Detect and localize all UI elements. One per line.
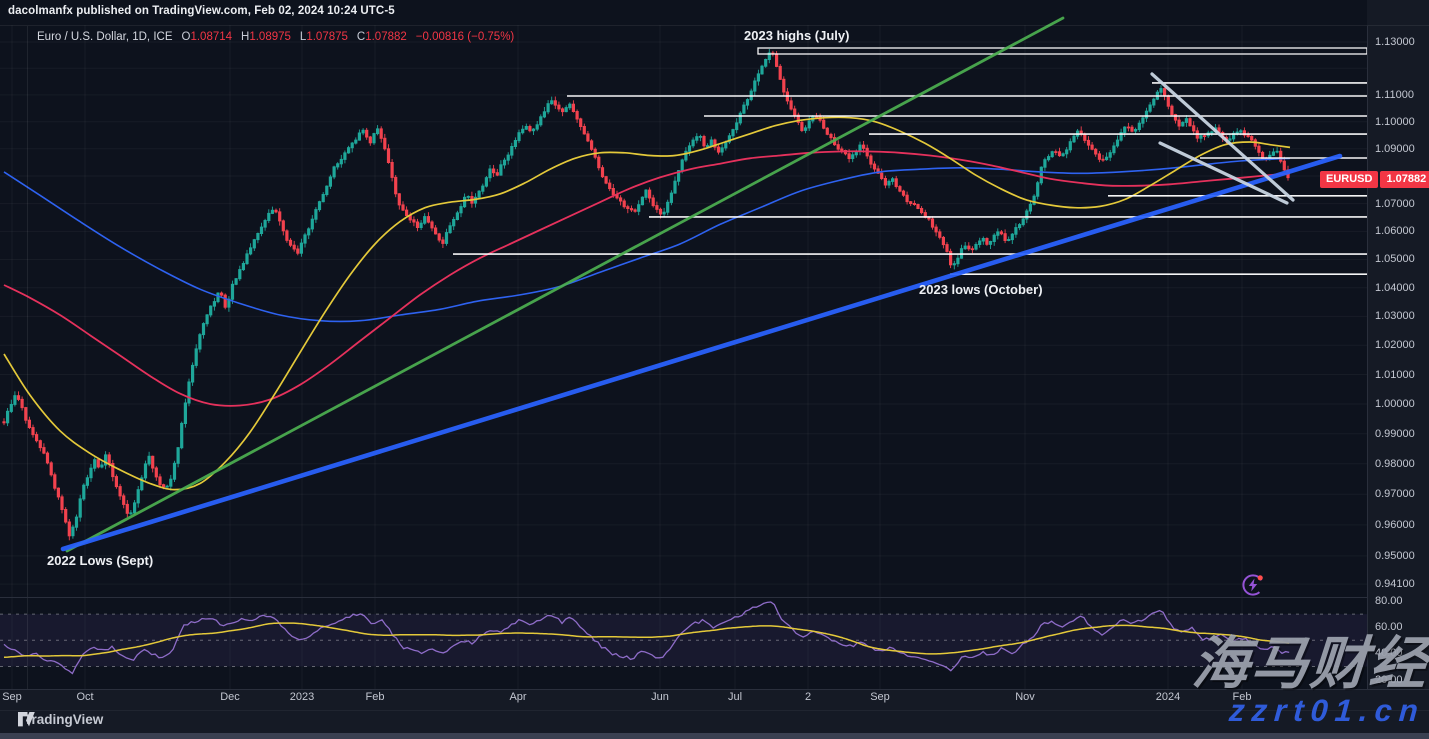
time-axis-label: Sep (870, 691, 890, 703)
annotation-2022-lows[interactable]: 2022 Lows (Sept) (47, 553, 154, 568)
price-axis-label: 1.00000 (1375, 398, 1415, 410)
price-axis-label: 0.95000 (1375, 550, 1415, 562)
ma-crimson-line (3, 150, 1291, 407)
rsi-axis-label: 60.00 (1375, 621, 1403, 633)
candles-up (6, 49, 1279, 539)
ma-yellow-line (3, 116, 1291, 491)
price-axis-label: 1.10000 (1375, 116, 1415, 128)
price-axis-label: 1.01000 (1375, 369, 1415, 381)
high-label: H (241, 31, 250, 43)
low-value: 1.07875 (306, 31, 348, 43)
last-price-badge: EURUSD 1.07882 (1320, 171, 1429, 188)
price-axis-label: 0.94100 (1375, 578, 1415, 590)
price-axis-label: 0.98000 (1375, 458, 1415, 470)
price-axis-label: 0.97000 (1375, 488, 1415, 500)
annotation-2023-highs[interactable]: 2023 highs (July) (744, 28, 850, 43)
time-axis-label: Feb (1232, 691, 1252, 703)
time-axis-label: 2024 (1155, 691, 1181, 703)
rsi-axis-label: 40.00 (1375, 647, 1403, 659)
rsi-line (3, 601, 1290, 675)
price-axis-label: 1.03000 (1375, 310, 1415, 322)
price-axis-label: 0.96000 (1375, 519, 1415, 531)
tradingview-logo-text: TradingView (24, 712, 104, 727)
axis-area-bg (1367, 0, 1429, 689)
symbol-title: Euro / U.S. Dollar, 1D, ICE (37, 31, 173, 43)
rsi-ma-line (3, 622, 1290, 659)
badge-price: 1.07882 (1380, 171, 1429, 188)
time-axis-label: Dec (220, 691, 240, 703)
rsi-band (0, 614, 1367, 667)
time-axis-label: Nov (1015, 691, 1035, 703)
low-label: L (299, 31, 307, 43)
trendline-ascending-blue-major[interactable] (60, 153, 1343, 552)
tradingview-logo[interactable]: TradingView (18, 712, 103, 727)
change-value: −0.00816 (−0.75%) (415, 31, 515, 43)
time-axis-label: Apr (509, 691, 527, 703)
price-axis-label: 1.13000 (1375, 36, 1415, 48)
time-axis-label: Feb (365, 691, 385, 703)
price-axis-label: 1.06000 (1375, 225, 1415, 237)
tradingview-logo-icon (18, 712, 35, 727)
gridlines (0, 25, 1367, 689)
lightning-bolt-icon (1248, 578, 1258, 592)
price-axis-label: 1.11000 (1375, 89, 1414, 101)
trendline-ascending-green[interactable] (65, 16, 1065, 553)
publish-info-text: dacolmanfx published on TradingView.com,… (8, 5, 395, 17)
time-axis-label: 2023 (289, 691, 315, 703)
bottom-strip (0, 733, 1429, 739)
trendline-wedge-upper[interactable] (1150, 72, 1295, 202)
time-axis-label: Jun (651, 691, 669, 703)
annotation-2023-lows[interactable]: 2023 lows (October) (919, 282, 1043, 297)
price-axis-label: 1.07000 (1375, 198, 1415, 210)
open-label: O (181, 31, 191, 43)
price-axis-label: 1.05000 (1375, 253, 1415, 265)
time-axis-label: Oct (76, 691, 94, 703)
publish-topbar: dacolmanfx published on TradingView.com,… (0, 0, 1429, 25)
price-pane-bg (0, 0, 1367, 689)
close-label: C (356, 31, 366, 43)
footer-bg (0, 689, 1429, 739)
trendline-wedge-lower[interactable] (1158, 141, 1289, 205)
rsi-axis-label: 80.00 (1375, 595, 1403, 607)
time-axis-label: Jul (727, 691, 743, 703)
open-value: 1.08714 (190, 31, 233, 43)
ma-blue-line (3, 157, 1291, 323)
symbol-header[interactable]: Euro / U.S. Dollar, 1D, ICE O1.08714 H1.08… (37, 31, 514, 43)
flash-circle (1242, 574, 1264, 596)
support-resistance-levels[interactable] (453, 47, 1367, 276)
high-value: 1.08975 (249, 31, 291, 43)
close-value: 1.07882 (365, 31, 407, 43)
rsi-axis-label: 20.00 (1375, 674, 1403, 686)
price-axis-label: 1.02000 (1375, 339, 1415, 351)
streak-flash-icon[interactable] (1239, 571, 1267, 599)
badge-symbol: EURUSD (1320, 171, 1379, 188)
time-axis-label: 2 (804, 691, 812, 703)
price-axis-label: 1.04000 (1375, 282, 1415, 294)
time-axis-label: Sep (2, 691, 22, 703)
price-axis-label: 0.99000 (1375, 428, 1415, 440)
notification-dot (1257, 575, 1263, 581)
price-axis-label: 1.09000 (1375, 143, 1415, 155)
